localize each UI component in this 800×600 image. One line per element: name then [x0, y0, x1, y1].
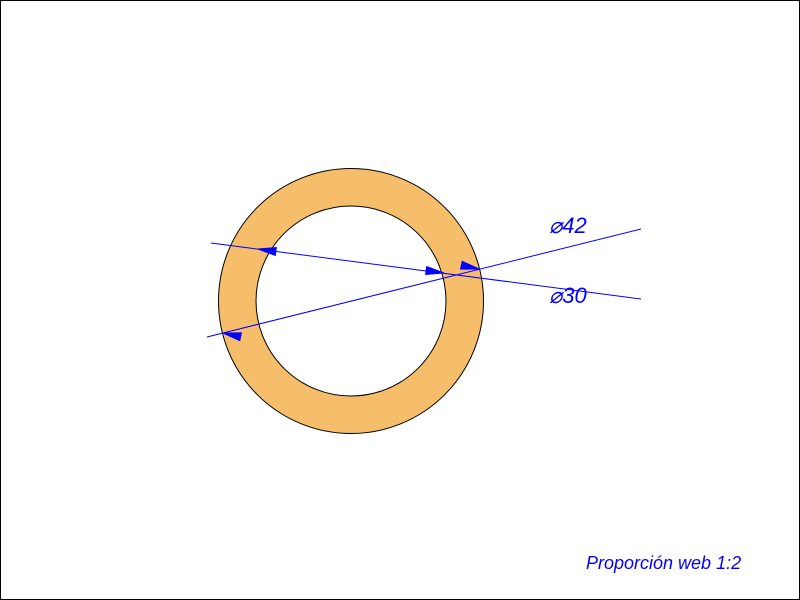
dimension-label-inner: ⌀30	[549, 283, 587, 308]
diagram-container: ⌀42 ⌀30 Proporción web 1:2	[0, 0, 800, 600]
diagram-svg: ⌀42 ⌀30	[1, 1, 800, 600]
dimension-label-outer: ⌀42	[549, 213, 587, 238]
dimension-inner: ⌀30	[211, 243, 641, 308]
footer-proportion-text: Proporción web 1:2	[586, 553, 741, 574]
